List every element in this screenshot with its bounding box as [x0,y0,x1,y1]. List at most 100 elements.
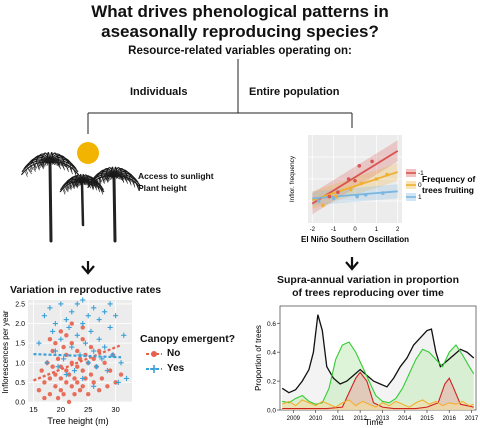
palm-leaflet [38,160,42,166]
palm-leaflet [75,180,79,186]
height-point-yes [121,332,127,338]
height-point-no [72,376,77,381]
height-point-no [88,344,94,350]
palm-leaflet [37,161,40,167]
palm-leaflet [41,160,44,166]
height-point-yes [52,348,58,354]
palm-leaflet [101,175,104,181]
palm-leaflet [105,176,109,183]
height-point-no [96,388,102,393]
height-xtick-label: 25 [84,405,92,414]
right-result-title-2: of trees reproducing over time [292,287,444,299]
height-point-no [77,356,83,362]
height-point-yes [66,324,72,331]
ts-xtick-label: 2016 [443,416,457,422]
enso-point [370,159,374,164]
ts-ytick-label: 0.4 [267,350,276,357]
height-point-yes [50,328,56,334]
palm-leaflet [103,174,107,180]
enso-point [363,193,368,197]
height-point-yes [69,344,75,350]
height-point-no [75,380,80,385]
ts-xtick-label: 2013 [376,416,390,422]
height-point-yes [36,340,42,346]
height-point-yes [91,305,97,311]
height-point-no [75,348,80,354]
palm-leaflet [29,164,33,170]
palm-leaflet [69,166,73,173]
height-point-yes [71,368,78,374]
palm-frond [113,175,141,189]
right-result-title: Supra-annual variation in proportion of … [256,274,480,300]
height-point-no [64,333,69,338]
height-trendline [33,344,122,382]
height-point-no [64,368,69,373]
height-point-no [53,384,58,389]
height-point-yes [74,301,80,307]
palm-leaflet [63,187,66,193]
height-ytick-label: 1.0 [15,360,25,367]
palm-leaflet [33,166,36,172]
height-point-yes [110,352,116,358]
ts-xtick-label: 2012 [354,416,368,422]
height-point-no [86,391,91,397]
height-point-yes [52,320,58,327]
canopy-legend-title: Canopy emergent? [140,333,236,345]
enso-point [353,178,357,183]
palm-leaflet [104,175,107,181]
height-point-no [80,368,85,373]
height-point-yes [82,340,89,346]
height-point-no [99,376,105,381]
palm-leaflet [25,169,29,175]
palm-leaflet [73,180,76,186]
palm-leaflet [102,177,105,183]
height-point-no [107,368,113,373]
enso-legend-title-2: trees fruiting [422,185,474,195]
ts-xtick-label: 2015 [420,416,434,422]
palm-leaflet [42,159,45,166]
palm-leaflet [121,177,125,183]
branch-population: Entire population [249,86,340,98]
height-point-yes [74,332,80,338]
palm-leaflet [95,180,98,186]
palm-leaflet [136,184,139,191]
height-point-yes [80,320,86,327]
palm-leaflet [68,185,72,191]
height-point-yes [58,336,64,342]
label-sunlight: Access to sunlight [138,171,214,181]
height-point-no [80,384,85,389]
palm-leaflet [94,182,98,188]
enso-point [355,194,359,199]
palm-leaflet [107,173,111,179]
enso-point [321,203,325,208]
enso-legend-title-1: Frequency of [422,174,476,184]
enso-point [380,191,385,195]
height-point-no [69,340,74,346]
palm-leaflet [98,178,102,184]
height-point-no [66,399,72,405]
height-point-no [47,391,53,397]
enso-point [331,196,336,201]
height-point-yes [96,317,102,323]
height-point-no [58,329,64,334]
palm-leaflet [66,166,69,172]
enso-legend-label: 1 [418,194,422,201]
height-point-no [47,376,53,381]
palm-leaflet [94,185,98,191]
palm-leaflet [41,159,44,165]
height-point-yes [107,324,113,331]
palm-leaflet [79,179,83,186]
palm-leaflet [91,184,94,191]
ts-xtick-label: 2011 [331,416,345,422]
enso-trendline [311,171,399,201]
height-point-no [113,380,118,385]
enso-point [316,199,321,203]
ts-xtick-label: 2017 [465,416,479,422]
height-point-no [118,372,124,377]
height-point-no [53,340,58,346]
palm-leaflet [106,173,109,179]
height-point-yes [85,313,91,319]
height-point-yes [44,360,50,366]
time-series-chart: 2009 2010 2011 2012 2013 2014 2015 2016 2017 0.0 0… [254,305,479,427]
